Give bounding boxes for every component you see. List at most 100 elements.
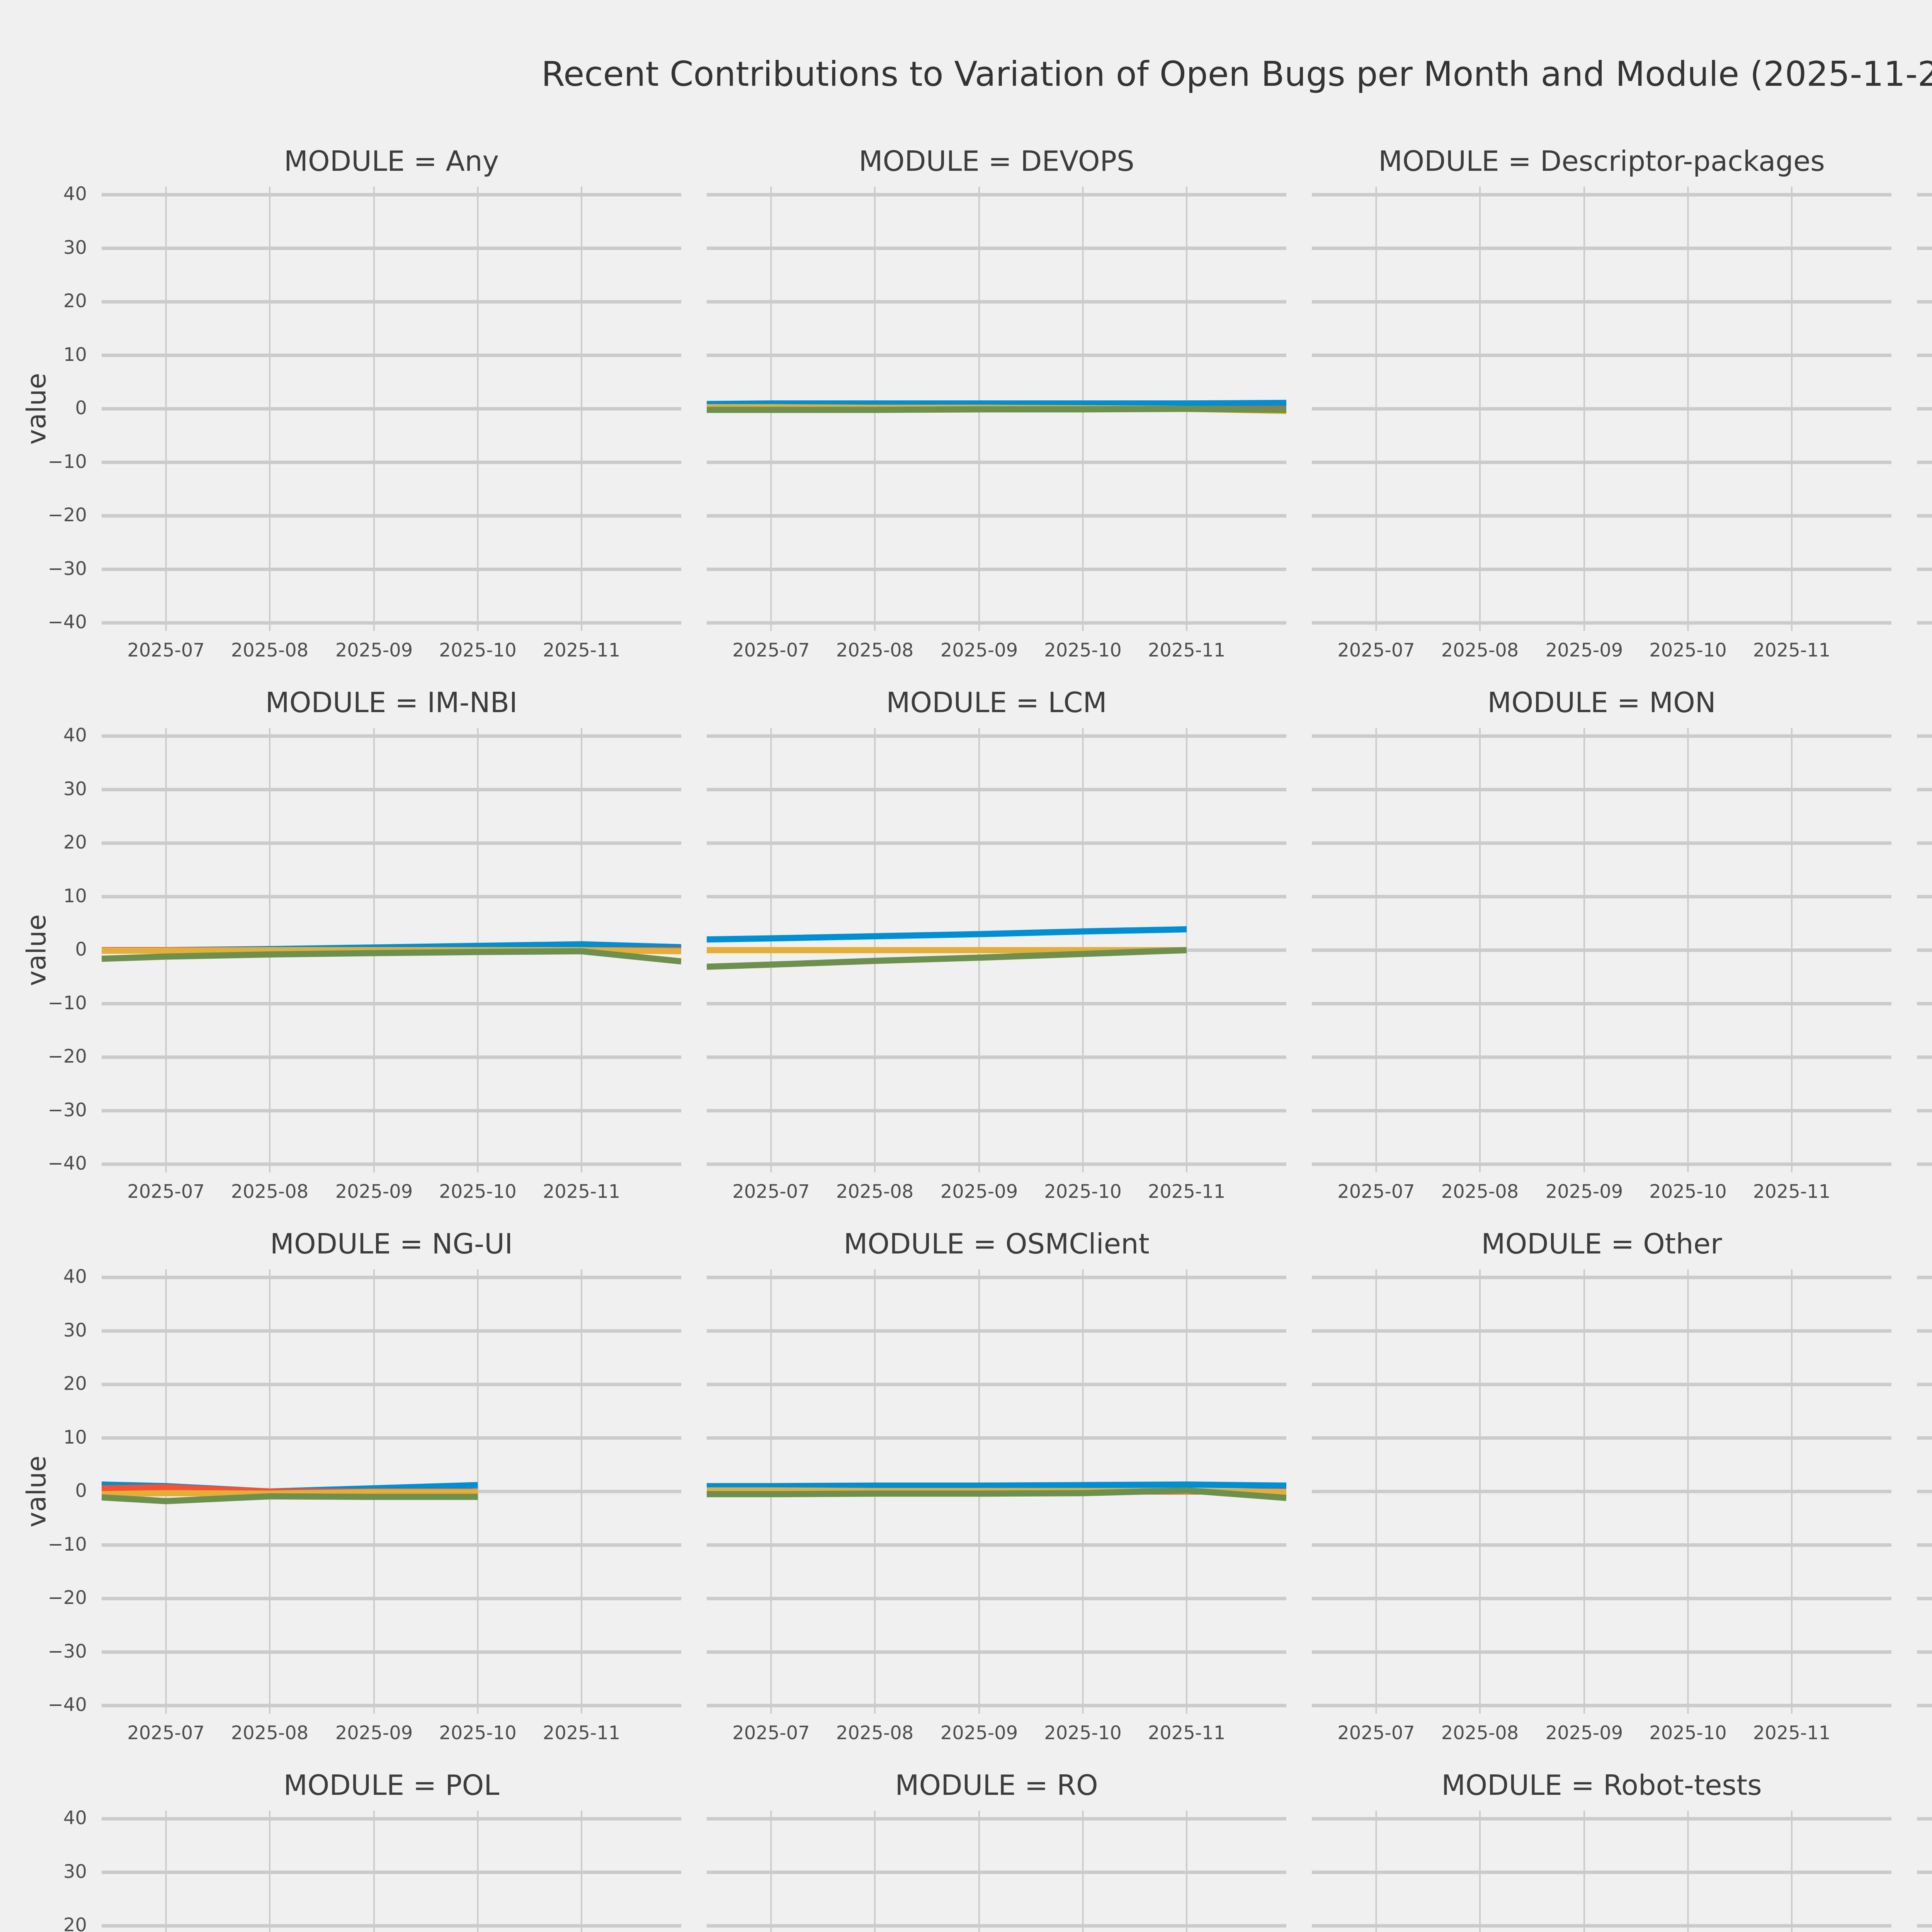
plot-area <box>102 728 681 1172</box>
facet-n2vc: MODULE = N2VC2025-072025-082025-092025-1… <box>1917 728 1932 1172</box>
x-tick-label: 2025-09 <box>1545 1722 1623 1744</box>
x-tick-label: 2025-10 <box>439 639 517 661</box>
plot-area <box>1312 1269 1891 1714</box>
facet-title: MODULE = Descriptor-packages <box>1378 145 1825 177</box>
x-tick-label: 2025-09 <box>335 1722 413 1744</box>
x-tick-label: 2025-11 <box>1753 639 1831 661</box>
facet-lcm: MODULE = LCM 2025-07 2025-08 2025-09 2025-10… <box>707 686 1286 1202</box>
line-closed <box>707 406 1286 413</box>
y-axis-label-row2: value <box>21 914 52 986</box>
facet-title: MODULE = Other <box>1481 1228 1722 1260</box>
y-tick-label: 0 <box>75 397 87 419</box>
x-tick-label: 2025-07 <box>127 639 205 661</box>
x-tick-label: 2025-10 <box>1044 1181 1122 1202</box>
x-tick-label: 2025-10 <box>439 1722 517 1744</box>
line-closed <box>102 948 681 965</box>
line-closed <box>102 1493 478 1504</box>
facet-any: MODULE = Any 2025-07 2025-08 2025-09 2025-10… <box>48 145 681 661</box>
x-tick-label: 2025-10 <box>1649 1181 1727 1202</box>
x-tick-label: 2025-08 <box>231 1181 309 1202</box>
y-tick-label: 0 <box>75 939 87 960</box>
x-tick-label: 2025-08 <box>836 1722 914 1744</box>
x-tick-label: 2025-11 <box>1753 1181 1831 1202</box>
y-tick-label: 10 <box>63 885 87 907</box>
y-axis-label-row1: value <box>21 373 52 445</box>
y-tick-label: 30 <box>63 1861 87 1883</box>
facet-title: MODULE = MON <box>1487 686 1716 719</box>
facet-title: MODULE = Any <box>284 145 499 177</box>
plot-area <box>1312 1811 1891 1932</box>
x-tick-label: 2025-07 <box>732 1181 810 1202</box>
x-tick-label: 2025-11 <box>543 1722 621 1744</box>
y-tick-label: 40 <box>63 724 87 746</box>
facet-descriptor-packages: MODULE = Descriptor-packages 2025-07 2025-… <box>1312 145 1891 661</box>
x-tick-label: 2025-08 <box>836 1181 914 1202</box>
facet-pol: MODULE = POL2025-072025-082025-092025-10… <box>63 1769 681 1932</box>
facet-unknown: MODULE = Unknown2025-072025-082025-09202… <box>1917 1811 1932 1932</box>
y-tick-label: −30 <box>48 1099 87 1121</box>
x-tick-label: 2025-07 <box>127 1181 205 1202</box>
x-tick-label: 2025-10 <box>1044 1722 1122 1744</box>
x-tick-label: 2025-11 <box>543 639 621 661</box>
y-tick-label: 30 <box>63 236 87 259</box>
facet-im-nbi: MODULE = IM-NBI 2025-07 2025-08 2025-09 2025… <box>48 686 681 1202</box>
y-tick-label: 20 <box>63 290 87 312</box>
x-tick-label: 2025-09 <box>335 639 413 661</box>
y-tick-label: −20 <box>48 1587 87 1609</box>
facet-documentation-wiki: MODULE = Documentation / Wiki2025-072025… <box>1917 187 1932 631</box>
x-tick-label: 2025-11 <box>1753 1722 1831 1744</box>
line-closed <box>707 947 1187 970</box>
y-tick-label: 30 <box>63 778 87 800</box>
x-tick-label: 2025-09 <box>335 1181 413 1202</box>
facet-mon: MODULE = MON 2025-07 2025-08 2025-09 2025-10… <box>1312 686 1891 1202</box>
line-opened <box>707 926 1187 943</box>
plot-area <box>1917 1811 1932 1932</box>
x-tick-label: 2025-08 <box>836 639 914 661</box>
plot-area <box>1917 728 1932 1172</box>
facet-title: MODULE = LCM <box>886 686 1107 719</box>
y-tick-label: −10 <box>48 1533 87 1555</box>
y-tick-label: −40 <box>48 611 87 633</box>
y-tick-label: −10 <box>48 992 87 1014</box>
y-tick-label: 20 <box>63 832 87 853</box>
plot-area <box>707 1811 1286 1932</box>
x-tick-label: 2025-07 <box>732 639 810 661</box>
x-tick-label: 2025-07 <box>732 1722 810 1744</box>
x-tick-label: 2025-10 <box>439 1181 517 1202</box>
x-tick-label: 2025-07 <box>1337 639 1415 661</box>
plot-area <box>102 1269 681 1714</box>
facet-title: MODULE = OSMClient <box>844 1228 1150 1260</box>
facet-title: MODULE = Robot-tests <box>1441 1769 1762 1801</box>
plot-area <box>707 1269 1286 1714</box>
y-tick-label: −20 <box>48 1046 87 1067</box>
facet-ro: MODULE = RO2025-072025-082025-092025-102… <box>707 1769 1286 1932</box>
x-tick-label: 2025-09 <box>940 1181 1018 1202</box>
facet-devops: MODULE = DEVOPS 2025-07 2025-08 2025-09 2025… <box>707 145 1286 661</box>
plot-area <box>707 187 1286 631</box>
plot-area <box>102 187 681 631</box>
y-axis-label-row3: value <box>21 1456 52 1527</box>
x-tick-label: 2025-07 <box>127 1722 205 1744</box>
x-tick-label: 2025-10 <box>1044 639 1122 661</box>
facet-title: MODULE = NG-UI <box>270 1228 513 1260</box>
plot-area <box>1312 728 1891 1172</box>
line-opened <box>707 1481 1286 1490</box>
y-tick-label: 20 <box>63 1373 87 1395</box>
plot-area <box>1312 187 1891 631</box>
facet-title: MODULE = RO <box>895 1769 1098 1801</box>
x-tick-label: 2025-10 <box>1649 1722 1727 1744</box>
x-tick-label: 2025-09 <box>940 639 1018 661</box>
x-tick-label: 2025-08 <box>231 1722 309 1744</box>
y-tick-label: −40 <box>48 1694 87 1716</box>
y-tick-label: 40 <box>63 1807 87 1829</box>
x-tick-label: 2025-07 <box>1337 1722 1415 1744</box>
facet-ng-ui: MODULE = NG-UI 2025-07 2025-08 2025-09 2025-… <box>48 1228 681 1744</box>
y-tick-label: 30 <box>63 1319 87 1341</box>
facet-pla: MODULE = PLA2025-072025-082025-092025-10… <box>1917 1269 1932 1714</box>
x-tick-label: 2025-09 <box>1545 639 1623 661</box>
y-tick-label: −20 <box>48 504 87 526</box>
y-tick-label: −10 <box>48 451 87 473</box>
x-tick-label: 2025-08 <box>1441 1181 1519 1202</box>
line-closed <box>707 1487 1286 1501</box>
